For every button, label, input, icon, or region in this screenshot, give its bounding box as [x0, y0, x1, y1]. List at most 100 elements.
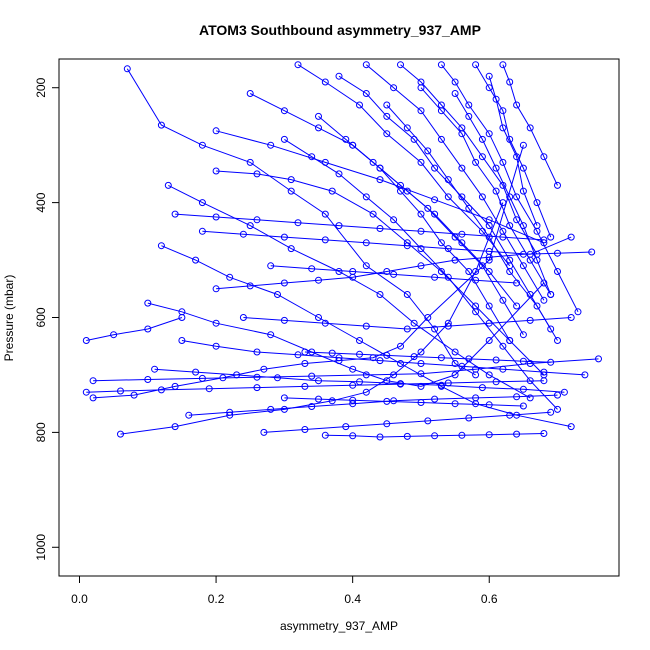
- data-point: [492, 187, 500, 195]
- x-tick-label: 0.4: [344, 592, 361, 606]
- data-point: [547, 233, 555, 241]
- data-point: [458, 230, 466, 238]
- data-point: [246, 282, 254, 290]
- data-point: [335, 268, 343, 275]
- data-point: [274, 374, 281, 382]
- data-point: [212, 167, 220, 175]
- data-point: [513, 216, 521, 224]
- data-point: [478, 384, 486, 392]
- data-point: [472, 365, 480, 373]
- series-33: [82, 377, 548, 396]
- data-point: [540, 430, 548, 437]
- series-line: [86, 317, 183, 341]
- series-37: [301, 348, 555, 366]
- data-point: [82, 337, 90, 344]
- data-point: [362, 322, 370, 330]
- data-point: [458, 164, 466, 172]
- series-4: [144, 279, 548, 390]
- data-point: [540, 368, 548, 376]
- data-point: [362, 193, 370, 201]
- data-point: [574, 308, 582, 316]
- data-point: [383, 112, 391, 120]
- series-line: [120, 202, 504, 435]
- data-point: [349, 381, 357, 389]
- data-point: [335, 170, 343, 178]
- series-line: [270, 265, 517, 284]
- data-point: [239, 230, 247, 238]
- data-point: [499, 107, 507, 115]
- data-point: [417, 262, 425, 270]
- series-line: [93, 145, 524, 399]
- data-point: [554, 405, 561, 413]
- data-point: [554, 337, 561, 344]
- series-34: [82, 314, 186, 344]
- data-point: [253, 216, 261, 224]
- data-point: [198, 199, 206, 207]
- data-point: [492, 378, 500, 386]
- series-11: [315, 112, 527, 339]
- data-point: [383, 130, 391, 138]
- series-25: [89, 355, 602, 385]
- series-line: [488, 76, 538, 226]
- data-point: [226, 273, 234, 281]
- data-point: [485, 216, 493, 224]
- data-point: [540, 377, 548, 385]
- data-point: [567, 233, 575, 241]
- data-point: [485, 233, 493, 241]
- data-point: [444, 193, 452, 201]
- data-point: [349, 432, 357, 440]
- data-point: [192, 368, 200, 376]
- data-point: [437, 135, 445, 143]
- series-line: [304, 351, 551, 363]
- data-point: [342, 423, 350, 431]
- data-point: [383, 377, 391, 385]
- series-line: [325, 433, 544, 438]
- series-31: [171, 210, 548, 244]
- series-line: [365, 64, 545, 301]
- data-point: [267, 331, 275, 339]
- data-point: [376, 291, 384, 298]
- data-point: [328, 187, 336, 195]
- data-point: [519, 357, 527, 365]
- series-29: [212, 248, 596, 293]
- series-1: [123, 65, 480, 379]
- data-point: [458, 362, 466, 370]
- y-tick-label: 600: [34, 307, 48, 327]
- data-point: [417, 399, 425, 406]
- data-point: [451, 348, 459, 356]
- data-point: [567, 423, 575, 431]
- data-point: [472, 276, 480, 284]
- data-point: [294, 61, 302, 69]
- data-point: [369, 210, 377, 218]
- data-point: [123, 65, 131, 73]
- data-point: [157, 242, 165, 250]
- data-point: [253, 170, 261, 178]
- data-point: [253, 373, 261, 381]
- data-point: [403, 124, 411, 132]
- data-point: [403, 325, 411, 333]
- series-14: [362, 61, 548, 304]
- series-line: [352, 144, 511, 341]
- data-point: [315, 395, 322, 403]
- data-point: [540, 236, 548, 244]
- data-point: [478, 193, 486, 201]
- data-point: [362, 239, 370, 247]
- data-point: [513, 393, 521, 401]
- data-point: [253, 384, 261, 392]
- data-point: [417, 84, 425, 92]
- data-point: [444, 273, 452, 281]
- data-point: [321, 210, 329, 218]
- series-line: [386, 104, 558, 341]
- data-point: [424, 417, 432, 425]
- data-point: [280, 107, 288, 115]
- data-point: [226, 408, 234, 416]
- series-line: [215, 130, 545, 244]
- data-point: [362, 90, 370, 97]
- data-point: [362, 262, 370, 270]
- data-point: [458, 239, 466, 247]
- data-point: [472, 308, 480, 316]
- data-point: [335, 354, 343, 362]
- x-tick-label: 0.2: [208, 592, 225, 606]
- data-point: [89, 394, 97, 402]
- data-point: [485, 302, 493, 310]
